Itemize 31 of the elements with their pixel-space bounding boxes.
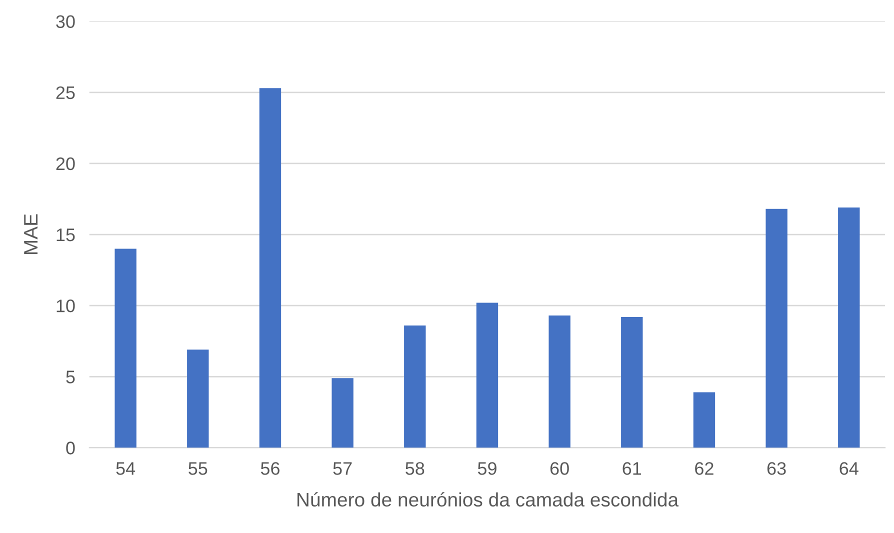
y-tick-label: 5: [66, 370, 75, 384]
x-tick-label: 62: [695, 462, 714, 475]
y-tick-label: 20: [56, 157, 75, 170]
x-axis-title: Número de neurónios da camada escondida: [298, 492, 679, 507]
bar: [259, 88, 282, 448]
y-tick-label: 10: [56, 300, 75, 312]
x-tick-label: 63: [767, 462, 786, 475]
x-tick-label: 57: [333, 462, 352, 475]
x-tick-label: 54: [116, 462, 136, 475]
bar: [332, 378, 354, 448]
x-tick-label: 56: [260, 462, 280, 475]
bar: [766, 208, 788, 448]
bar: [476, 302, 498, 448]
bar: [404, 325, 426, 448]
y-axis-title: MAE: [24, 214, 38, 254]
bar: [187, 350, 209, 448]
x-tick-label: 61: [622, 462, 642, 475]
x-tick-label: 58: [406, 462, 424, 475]
y-tick-label: 30: [56, 15, 75, 28]
x-tick-label: 55: [188, 462, 208, 475]
bar: [693, 392, 716, 448]
x-tick-label: 60: [550, 462, 569, 475]
bar: [838, 208, 860, 448]
y-tick-label: 25: [56, 86, 75, 100]
x-tick-label: 59: [478, 462, 496, 475]
y-tick-label: 15: [56, 228, 75, 242]
x-tick-label: 64: [840, 462, 858, 475]
bar: [114, 248, 136, 448]
bar: [548, 316, 570, 448]
y-tick-label: 0: [66, 442, 75, 454]
bar: [621, 316, 643, 448]
